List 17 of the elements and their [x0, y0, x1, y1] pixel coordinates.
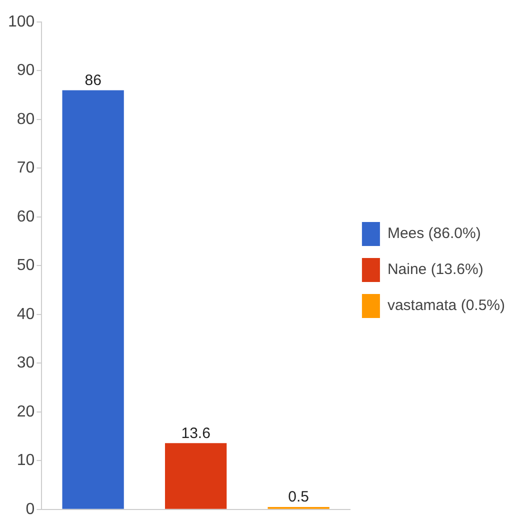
y-tick-label: 50 [16, 257, 35, 274]
y-tick-label: 100 [8, 13, 35, 30]
legend-label: Naine (13.6%) [387, 261, 484, 278]
y-tick-label: 90 [16, 62, 35, 80]
legend-label: Mees (86.0%) [387, 225, 481, 242]
y-tick-label: 40 [16, 306, 35, 323]
y-tick-label: 0 [26, 500, 35, 518]
y-tick-label: 10 [16, 452, 35, 470]
y-tick-label: 80 [16, 110, 35, 128]
y-tick-label: 60 [16, 208, 35, 226]
legend-label: vastamata (0.5%) [387, 297, 506, 314]
y-tick-label: 30 [16, 354, 35, 372]
data-label: 86 [84, 72, 102, 89]
data-label: 0.5 [288, 488, 310, 506]
y-tick-label: 20 [16, 403, 35, 420]
data-label: 13.6 [181, 424, 210, 442]
y-tick-label: 70 [16, 160, 35, 177]
